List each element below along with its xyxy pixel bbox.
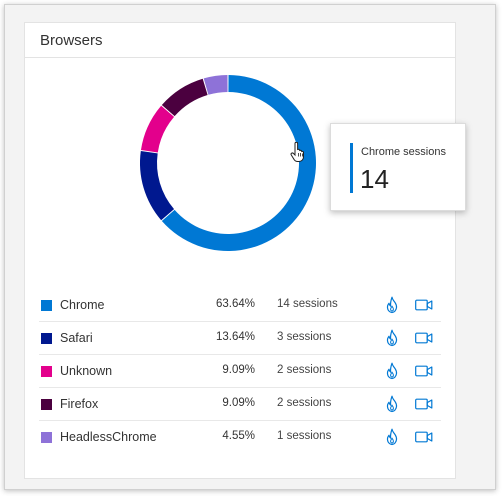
donut-slice-unknown[interactable] <box>140 105 175 153</box>
video-camera-icon[interactable] <box>415 332 433 344</box>
browser-row-chrome: Chrome 63.64% 14 sessions <box>39 289 441 322</box>
browser-percent: 63.64% <box>215 298 255 310</box>
video-camera-icon[interactable] <box>415 398 433 410</box>
donut-slice-headlesschrome[interactable] <box>203 75 228 95</box>
legend-swatch <box>41 333 52 344</box>
donut-slice-safari[interactable] <box>140 150 175 221</box>
browser-row-safari: Safari 13.64% 3 sessions <box>39 322 441 355</box>
browser-sessions: 3 sessions <box>277 331 332 343</box>
browser-sessions: 2 sessions <box>277 397 332 409</box>
video-camera-icon[interactable] <box>415 431 433 443</box>
window-frame: Browsers Chrome sessions 14 Chrome 63.64%… <box>4 4 496 490</box>
browser-list: Chrome 63.64% 14 sessions Safari 13.64% 3 ses… <box>39 289 441 454</box>
flame-icon[interactable] <box>386 296 398 314</box>
browser-row-headlesschrome: HeadlessChrome 4.55% 1 sessions <box>39 421 441 454</box>
legend-swatch <box>41 432 52 443</box>
tooltip-accent-bar <box>350 143 353 193</box>
legend-swatch <box>41 366 52 377</box>
browser-row-unknown: Unknown 9.09% 2 sessions <box>39 355 441 388</box>
browser-sessions: 2 sessions <box>277 364 332 376</box>
browser-percent: 9.09% <box>222 364 255 376</box>
flame-icon[interactable] <box>386 329 398 347</box>
donut-slice-firefox[interactable] <box>161 78 208 117</box>
browsers-card: Browsers Chrome sessions 14 Chrome 63.64%… <box>24 22 466 479</box>
browser-sessions: 1 sessions <box>277 430 332 442</box>
tooltip-value: 14 <box>360 164 389 194</box>
hand-pointer-cursor-icon <box>290 142 304 162</box>
browsers-donut-chart <box>140 75 316 251</box>
browser-name: Firefox <box>60 397 99 411</box>
browser-name: Safari <box>60 331 93 345</box>
card-header: Browsers <box>25 23 455 58</box>
browser-name: Chrome <box>60 298 105 312</box>
browser-percent: 9.09% <box>222 397 255 409</box>
flame-icon[interactable] <box>386 428 398 446</box>
browser-row-firefox: Firefox 9.09% 2 sessions <box>39 388 441 421</box>
legend-swatch <box>41 399 52 410</box>
flame-icon[interactable] <box>386 362 398 380</box>
chart-tooltip: Chrome sessions 14 <box>330 123 466 211</box>
browser-percent: 4.55% <box>222 430 255 442</box>
browser-name: HeadlessChrome <box>60 430 157 444</box>
browser-name: Unknown <box>60 364 113 378</box>
flame-icon[interactable] <box>386 395 398 413</box>
video-camera-icon[interactable] <box>415 299 433 311</box>
video-camera-icon[interactable] <box>415 365 433 377</box>
tooltip-label: Chrome sessions <box>361 146 446 158</box>
browser-sessions: 14 sessions <box>277 298 338 310</box>
card-title: Browsers <box>40 31 103 49</box>
legend-swatch <box>41 300 52 311</box>
browser-percent: 13.64% <box>215 331 255 343</box>
donut-slice-chrome[interactable] <box>161 75 316 251</box>
